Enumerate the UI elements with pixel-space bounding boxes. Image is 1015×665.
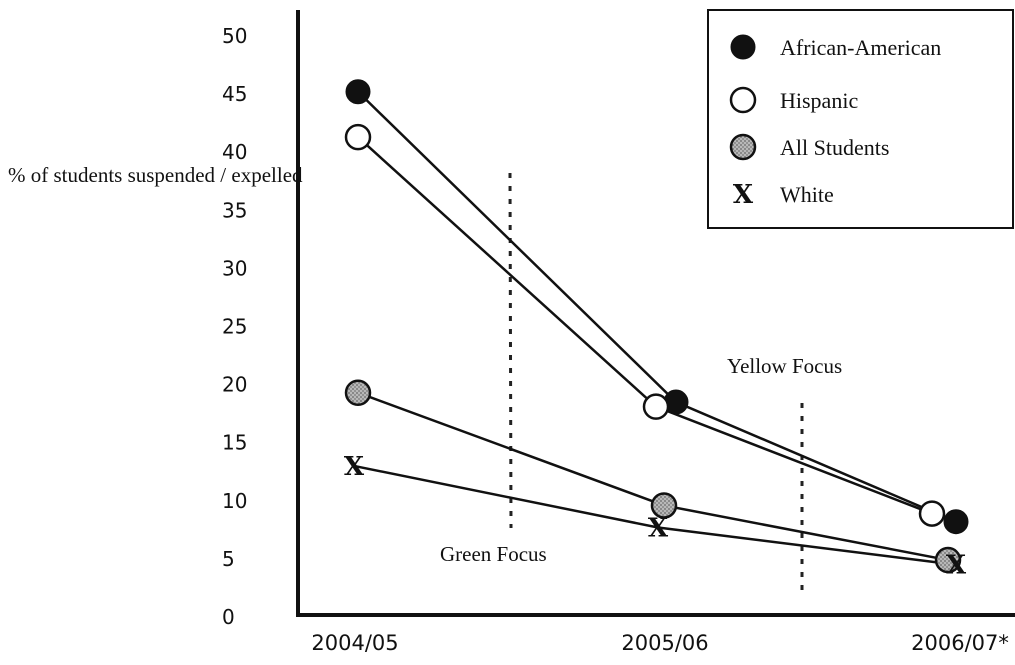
data-point bbox=[642, 393, 670, 420]
y-tick-label: 35 bbox=[222, 198, 247, 222]
legend-entry: African-American bbox=[780, 35, 941, 60]
annotation-label: Yellow Focus bbox=[727, 354, 842, 378]
legend-marker bbox=[730, 34, 756, 60]
data-point bbox=[345, 79, 371, 105]
y-tick-label: 25 bbox=[222, 315, 247, 339]
legend-marker: X bbox=[733, 180, 754, 210]
data-point bbox=[943, 509, 969, 535]
y-tick-label: 10 bbox=[222, 489, 247, 513]
y-tick-label: 0 bbox=[222, 605, 235, 629]
data-point: X bbox=[946, 551, 967, 581]
legend-entry: All Students bbox=[780, 135, 889, 160]
x-tick-label: 2004/05 bbox=[311, 631, 398, 655]
legend-marker bbox=[729, 86, 757, 114]
data-point bbox=[918, 500, 946, 527]
y-axis-label: % of students suspended / expelled bbox=[8, 163, 303, 187]
legend-marker bbox=[729, 133, 757, 161]
y-tick-label: 45 bbox=[222, 82, 247, 106]
x-tick-label: 2005/06 bbox=[621, 631, 708, 655]
legend-entry: White bbox=[780, 182, 834, 207]
y-tick-label: 30 bbox=[222, 256, 247, 280]
annotation-label: Green Focus bbox=[440, 542, 547, 566]
data-point bbox=[650, 492, 678, 519]
y-tick-label: 5 bbox=[222, 547, 235, 571]
legend-box bbox=[707, 9, 1014, 229]
legend-entry: Hispanic bbox=[780, 88, 858, 113]
y-tick-label: 50 bbox=[222, 24, 247, 48]
y-tick-label: 40 bbox=[222, 140, 247, 164]
data-point: X bbox=[344, 452, 365, 482]
x-tick-label: 2006/07* bbox=[911, 631, 1009, 655]
data-point bbox=[344, 379, 372, 406]
green-focus-divider bbox=[508, 172, 513, 529]
data-point bbox=[344, 123, 372, 151]
data-point bbox=[934, 546, 962, 574]
series-line bbox=[353, 464, 957, 566]
data-point: X bbox=[648, 514, 669, 544]
y-tick-label: 20 bbox=[222, 373, 247, 397]
y-tick-label: 15 bbox=[222, 431, 247, 455]
